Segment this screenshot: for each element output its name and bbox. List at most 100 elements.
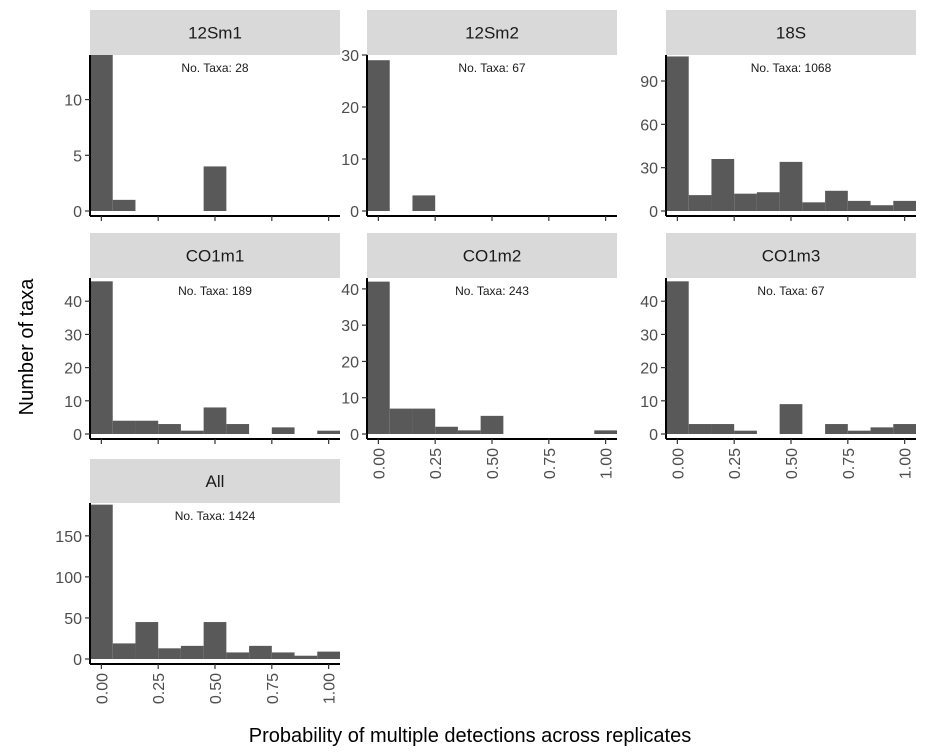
taxa-count-annotation: No. Taxa: 189 — [178, 284, 252, 298]
y-tick-label: 10 — [341, 391, 359, 408]
histogram-bar — [135, 622, 159, 659]
y-tick-label: 30 — [640, 327, 658, 344]
y-tick-label: 10 — [341, 152, 359, 169]
histogram-bar — [90, 281, 113, 434]
panel-strip — [666, 10, 916, 55]
histogram-bar — [847, 200, 871, 211]
histogram-bar — [711, 424, 735, 434]
panel-strip — [367, 10, 617, 55]
histogram-bar — [756, 192, 780, 211]
histogram-bar — [825, 424, 848, 434]
x-tick-label: 0.00 — [371, 448, 388, 479]
histogram-bar — [594, 430, 617, 434]
histogram-bar — [317, 430, 340, 434]
panel-all: All No. Taxa: 1424 0 50 100 150 0.00 0.25 0.50 0.… — [55, 459, 340, 704]
x-axis-title: Probability of multiple detections acros… — [249, 725, 691, 747]
y-tick-label: 0 — [649, 204, 658, 221]
histogram-bar — [711, 159, 735, 211]
histogram-bar — [779, 161, 803, 211]
x-tick-label: 1.00 — [898, 448, 915, 479]
y-tick-label: 0 — [73, 204, 82, 221]
panel-title: CO1m1 — [186, 247, 245, 266]
histogram-bar — [90, 55, 113, 211]
panel-title: CO1m3 — [762, 247, 821, 266]
histogram-bar — [688, 424, 712, 434]
histogram-bar — [226, 652, 250, 659]
x-tick-label: 0.75 — [542, 448, 559, 479]
y-tick-label: 30 — [341, 318, 359, 335]
x-tick-label: 0.50 — [208, 673, 225, 704]
y-tick-label: 90 — [640, 74, 658, 91]
y-tick-label: 30 — [64, 327, 82, 344]
taxa-count-annotation: No. Taxa: 243 — [455, 284, 529, 298]
histogram-bar — [249, 645, 272, 659]
histogram-bar — [180, 645, 204, 659]
panel-title: All — [206, 472, 225, 491]
y-tick-label: 0 — [649, 427, 658, 444]
histogram-bar — [271, 652, 295, 659]
histogram-bar — [435, 426, 458, 434]
panel-strip — [90, 459, 340, 503]
y-tick-label: 10 — [64, 394, 82, 411]
x-tick-label: 0.25 — [727, 448, 744, 479]
panel-title: CO1m2 — [463, 247, 522, 266]
histogram-bar — [480, 415, 504, 434]
panel-strip — [666, 233, 916, 278]
histogram-bar — [893, 424, 916, 434]
x-tick-label: 0.00 — [670, 448, 687, 479]
panel-co1m3: CO1m3 No. Taxa: 67 0 10 20 30 40 0.00 0.25 0.50 0.… — [640, 233, 916, 479]
histogram-bar — [802, 202, 826, 211]
histogram-bar — [734, 430, 757, 434]
x-tick-label: 0.75 — [265, 673, 282, 704]
panel-18s: 18S No. Taxa: 1068 0 30 60 90 — [640, 10, 916, 221]
histogram-bar — [847, 430, 871, 434]
histogram-bar — [294, 655, 318, 659]
panel-strip — [90, 233, 340, 278]
y-tick-label: 40 — [640, 294, 658, 311]
histogram-bar — [825, 190, 848, 211]
histogram-bar — [271, 427, 295, 434]
y-tick-label: 0 — [350, 204, 359, 221]
x-tick-label: 0.00 — [94, 673, 111, 704]
panel-12sm2: 12Sm2 No. Taxa: 67 0 10 20 30 — [341, 10, 617, 221]
taxa-count-annotation: No. Taxa: 67 — [757, 284, 824, 298]
x-tick-label: 0.25 — [428, 448, 445, 479]
histogram-bar — [112, 199, 136, 211]
y-tick-label: 40 — [341, 282, 359, 299]
histogram-bar — [412, 195, 436, 211]
y-tick-label: 0 — [73, 427, 82, 444]
panel-title: 12Sm2 — [465, 24, 519, 43]
x-tick-label: 0.25 — [151, 673, 168, 704]
x-tick-label: 0.50 — [485, 448, 502, 479]
histogram-bar — [412, 408, 436, 434]
y-tick-label: 20 — [64, 361, 82, 378]
histogram-bar — [203, 622, 227, 659]
histogram-bar — [203, 407, 227, 434]
histogram-bar — [666, 281, 689, 434]
y-tick-label: 10 — [640, 394, 658, 411]
histogram-bar — [203, 166, 227, 211]
y-tick-label: 0 — [350, 427, 359, 444]
y-tick-label: 30 — [640, 161, 658, 178]
taxa-count-annotation: No. Taxa: 1424 — [175, 509, 256, 523]
panel-co1m2: CO1m2 No. Taxa: 243 0 10 20 30 40 0.00 0.25 0.50 0… — [341, 233, 617, 479]
x-tick-label: 0.50 — [784, 448, 801, 479]
histogram-bar — [90, 504, 113, 659]
y-tick-label: 60 — [640, 117, 658, 134]
histogram-bar — [457, 430, 481, 434]
panel-12sm1: 12Sm1 No. Taxa: 28 0 5 10 — [64, 10, 340, 221]
panel-strip — [367, 233, 617, 278]
histogram-bar — [158, 648, 181, 659]
histogram-bar — [688, 195, 712, 211]
panel-title: 18S — [776, 24, 806, 43]
panel-title: 12Sm1 — [188, 24, 242, 43]
histogram-bar — [135, 420, 159, 434]
panel-strip — [90, 10, 340, 55]
histogram-bar — [870, 427, 894, 434]
y-tick-label: 5 — [73, 148, 82, 165]
histogram-bar — [367, 60, 390, 212]
histogram-bar — [367, 281, 390, 434]
histogram-bar — [389, 408, 413, 434]
histogram-bar — [158, 424, 181, 434]
histogram-bar — [112, 420, 136, 434]
